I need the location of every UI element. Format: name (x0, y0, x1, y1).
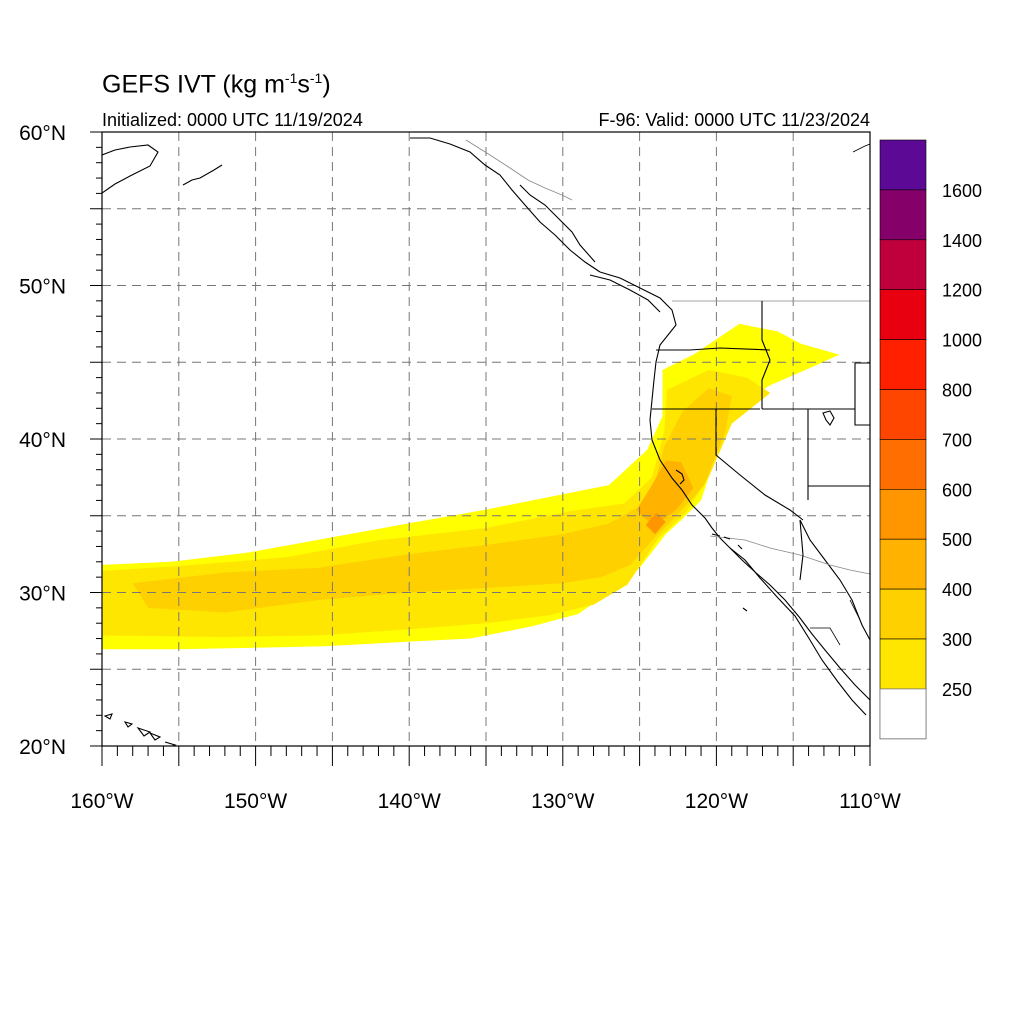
colorbar-label: 500 (942, 530, 972, 550)
colorbar-box (879, 339, 927, 390)
arizona-border (799, 519, 804, 581)
ivt-fill-layer (102, 323, 840, 650)
channel-islands (711, 533, 748, 612)
longitude-tick-label: 160°W (70, 790, 133, 813)
latitude-tick-label: 60°N (19, 122, 66, 145)
colorbar-label: 600 (942, 480, 972, 500)
colorbar-label: 400 (942, 580, 972, 600)
colorbar-label: 250 (942, 680, 972, 700)
bc-inner-coastline (519, 184, 596, 263)
colorbar-label: 1000 (942, 331, 982, 351)
colorbar-label: 1200 (942, 281, 982, 301)
colorbar-box (879, 189, 927, 241)
colorbar-box (879, 439, 927, 490)
alaska-islands (182, 164, 223, 186)
ivt-region-500 (636, 460, 694, 527)
washington-oregon-border (656, 347, 771, 351)
wyoming-border (854, 362, 870, 426)
colorbar-label: 1600 (942, 181, 982, 201)
longitude-tick-label: 120°W (685, 790, 748, 813)
colorbar-box (879, 289, 927, 340)
latitude-labels: 20°N 30°N 40°N 50°N 60°N (19, 122, 66, 759)
colorbar-box (879, 538, 927, 590)
sf-bay (675, 469, 685, 485)
colorbar-box (879, 638, 927, 690)
vancouver-island (589, 274, 661, 313)
title-unit-s: s (297, 70, 310, 99)
latitude-tick-label: 50°N (19, 276, 66, 299)
california-nevada-border (715, 409, 804, 521)
colorbar-label: 300 (942, 630, 972, 650)
colorbar-label: 800 (942, 381, 972, 401)
latitude-tick-label: 20°N (19, 736, 66, 759)
latitude-tick-label: 30°N (19, 583, 66, 606)
lat-lon-grid (102, 132, 870, 746)
title-unit-exponent-1: -1 (284, 70, 298, 86)
alaska-coastline (102, 144, 159, 194)
longitude-tick-label: 110°W (839, 790, 901, 813)
colorbar-box (879, 588, 927, 640)
west-coast-coastline (599, 271, 870, 701)
colorbar-box-below (879, 688, 927, 740)
alaska-panhandle-coastline (410, 137, 601, 273)
valid-time: F-96: Valid: 0000 UTC 11/23/2024 (598, 110, 871, 130)
colorbar-box (879, 488, 927, 540)
us-mexico-border (709, 535, 870, 575)
title-close-paren: ) (322, 70, 331, 99)
longitude-tick-label: 140°W (378, 790, 441, 813)
baja-peninsula (729, 547, 867, 716)
colorbar-box (879, 239, 927, 291)
alaska-bc-border (465, 139, 573, 201)
idaho-border (761, 301, 771, 409)
colorbar-box (879, 389, 927, 440)
hawaii-islands (103, 713, 177, 746)
map-title: GEFS IVT (kg m-1s-1) (102, 70, 331, 99)
longitude-labels: 160°W 150°W 140°W 130°W 120°W 110°W (70, 790, 901, 813)
gulf-of-california (799, 519, 870, 641)
ivt-colorbar: 250 300 400 500 600 700 800 1000 1200 1400 1600 (879, 139, 982, 740)
initialized-time: Initialized: 0000 UTC 11/19/2024 (102, 110, 363, 130)
coastlines-and-borders (102, 137, 870, 746)
mexico-state-borders (810, 599, 861, 646)
longitude-tick-label: 130°W (531, 790, 594, 813)
title-text: GEFS IVT (kg m (102, 70, 285, 99)
title-unit-exponent-2: -1 (309, 70, 323, 86)
alaska-gulf-islands (852, 143, 870, 153)
longitude-tick-label: 150°W (224, 790, 287, 813)
axis-ticks (90, 131, 871, 766)
ivt-region-400 (132, 388, 732, 613)
colorbar-box-top (879, 139, 927, 191)
ivt-region-600 (645, 512, 666, 535)
latitude-tick-label: 40°N (19, 429, 66, 452)
great-salt-lake (822, 410, 835, 426)
colorbar-label: 700 (942, 430, 972, 450)
colorbar-label: 1400 (942, 231, 982, 251)
